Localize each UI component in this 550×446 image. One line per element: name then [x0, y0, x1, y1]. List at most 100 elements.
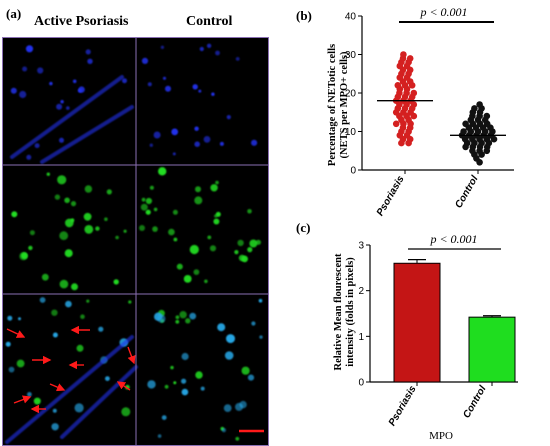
cell-spot — [153, 131, 161, 139]
cell-spot — [51, 309, 58, 316]
cell-spot — [70, 201, 77, 207]
cell-spot — [84, 225, 94, 234]
cell-spot — [128, 300, 132, 304]
y-axis-label-line-2: (NETS per MPO+ cells) — [339, 51, 350, 158]
cell-spot — [64, 197, 70, 204]
cell-spot — [29, 230, 35, 236]
cell-spot — [8, 366, 15, 373]
red-arrow — [127, 346, 136, 365]
cell-spot — [215, 180, 219, 185]
panel-label-b: (b) — [296, 8, 312, 23]
cell-spot — [173, 237, 178, 242]
cell-spot — [203, 136, 211, 143]
cell-spot — [64, 249, 73, 258]
cell-spot — [181, 352, 189, 361]
cell-spot — [247, 374, 255, 381]
significance-label: p < 0.001 — [419, 5, 467, 19]
tissue-streaks — [5, 75, 138, 444]
cell-spot — [235, 402, 243, 411]
cell-spot — [86, 299, 90, 303]
cell-spot — [215, 211, 221, 217]
cell-spot — [235, 57, 240, 61]
column-title-active-psoriasis: Active Psoriasis — [34, 14, 129, 29]
cell-spot — [7, 315, 13, 321]
cell-spot — [52, 332, 58, 338]
cell-spot — [170, 365, 174, 370]
cell-spot — [213, 218, 220, 225]
cell-spot — [176, 263, 183, 270]
cell-spot — [33, 397, 41, 405]
cell-spot — [54, 194, 61, 200]
column-title-control: Control — [186, 14, 233, 29]
cell-spot — [235, 436, 240, 441]
cell-spot — [251, 139, 258, 146]
cell-spot — [185, 318, 191, 324]
cell-spot — [65, 218, 74, 228]
cell-spot — [147, 380, 156, 389]
x-category-label-psoriasis: Psoriasis — [387, 384, 419, 428]
cell-spot — [87, 58, 93, 64]
cell-spot — [168, 228, 175, 236]
cell-spot — [189, 312, 197, 320]
cell-spot — [145, 209, 151, 215]
cell-spot — [71, 283, 78, 291]
cell-spot — [234, 250, 239, 255]
cell-spot — [157, 434, 162, 438]
cell-spot — [41, 273, 49, 281]
cell-spot — [204, 279, 208, 284]
cell-spot — [219, 141, 224, 146]
y-tick-label: 1 — [358, 332, 364, 343]
cell-spot — [179, 311, 187, 319]
cell-spot — [141, 57, 149, 64]
scatter-point — [462, 120, 469, 128]
y-tick-label: 0 — [358, 378, 364, 389]
cell-spot — [95, 226, 100, 231]
significance-label: p < 0.001 — [429, 232, 477, 246]
cell-spot — [10, 87, 17, 94]
scatter-point — [483, 112, 491, 120]
cell-spot — [66, 106, 70, 110]
cell-spot — [189, 244, 199, 255]
cell-spot — [153, 207, 158, 212]
cell-signals — [5, 43, 263, 441]
cell-spot — [181, 388, 189, 396]
y-tick-label: 40 — [345, 12, 357, 23]
cell-spot — [98, 326, 104, 332]
cell-spot — [207, 235, 212, 240]
cell-spot — [26, 154, 32, 160]
cell-spot — [215, 50, 220, 56]
tissue-streak — [40, 105, 134, 164]
cell-spot — [149, 143, 153, 147]
cell-spot — [200, 386, 205, 391]
cell-spot — [161, 415, 167, 420]
cell-spot — [211, 92, 215, 96]
y-tick-label: 3 — [358, 241, 364, 252]
cell-spot — [34, 143, 40, 149]
cell-spot — [209, 245, 217, 252]
cell-spot — [165, 85, 171, 92]
scatter-point — [392, 120, 400, 128]
cell-spot — [21, 252, 28, 260]
scatter-point — [406, 55, 414, 62]
cell-spot — [123, 229, 127, 233]
cell-spot — [37, 67, 44, 74]
cell-spot — [57, 175, 67, 185]
x-axis-label: MPO — [429, 430, 453, 442]
cell-spot — [76, 344, 84, 352]
cell-spot — [49, 81, 53, 86]
bar — [468, 316, 516, 383]
cell-spot — [145, 197, 152, 205]
cell-spot — [226, 334, 235, 344]
bar-chart-mean-fluorescent-intensity: 0 1 2 3 Relative Mean flourescent intensity… — [333, 232, 518, 442]
red-arrow — [13, 395, 32, 404]
x-category-label-psoriasis: Psoriasis — [375, 174, 407, 218]
cell-spot — [160, 45, 165, 49]
cell-spot — [122, 78, 127, 84]
panel-label-c: (c) — [296, 220, 311, 235]
y-axis-label-line-2: intensity (folds in pixels) — [345, 257, 356, 367]
red-arrow — [6, 328, 26, 338]
cell-spot — [84, 185, 93, 193]
cell-spot — [60, 100, 64, 104]
cell-spot — [11, 211, 18, 218]
cell-spot — [221, 428, 226, 433]
